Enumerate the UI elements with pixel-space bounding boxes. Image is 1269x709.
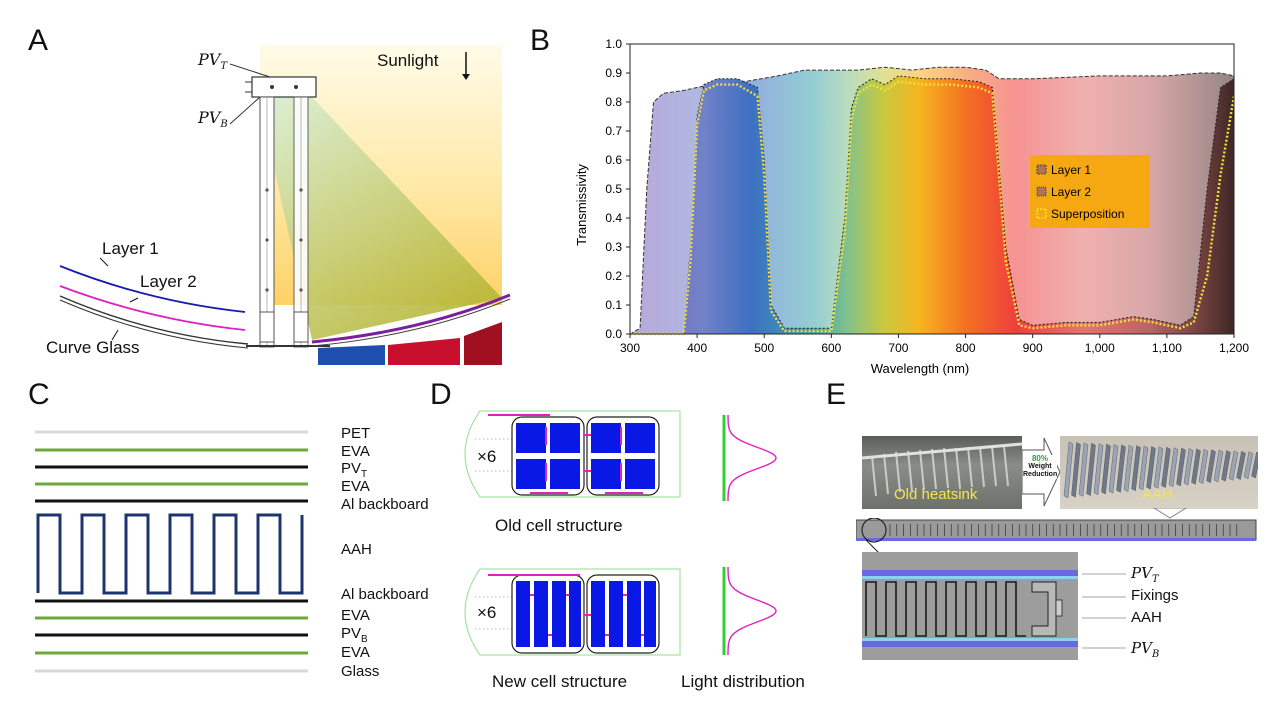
x-tick-label: 800 xyxy=(956,341,976,355)
new-cell-structure xyxy=(464,568,681,656)
lens-dark-red-segment xyxy=(464,322,502,365)
y-tick-label: 1.0 xyxy=(605,37,622,51)
legend-swatch-layer2 xyxy=(1036,186,1047,197)
light-beam xyxy=(258,95,502,340)
y-tick-label: 0.5 xyxy=(605,182,622,196)
old-cell-structure xyxy=(464,410,681,498)
legend-layer1: Layer 1 xyxy=(1051,163,1091,177)
panel-label-d: D xyxy=(430,378,452,411)
fixings-label: Fixings xyxy=(1131,587,1179,604)
light-distribution-curve-bottom xyxy=(727,567,777,655)
legend-layer2: Layer 2 xyxy=(1051,185,1091,199)
x-axis-label: Wavelength (nm) xyxy=(871,361,970,376)
x-tick-label: 1,200 xyxy=(1219,341,1249,355)
old-heatsink-caption: Old heatsink xyxy=(894,486,978,503)
chart-legend: Layer 1 Layer 2 Superposition xyxy=(1030,155,1150,228)
pv-top-label: PVT xyxy=(198,50,227,73)
y-tick-label: 0.9 xyxy=(605,66,622,80)
y-tick-label: 0.0 xyxy=(605,327,622,341)
legend-swatch-superposition xyxy=(1036,208,1047,219)
layer2-curve xyxy=(59,285,246,331)
x-tick-label: 300 xyxy=(620,341,640,355)
x-tick-label: 900 xyxy=(1023,341,1043,355)
layer-al-backboard-1: Al backboard xyxy=(341,496,429,513)
aah-photo xyxy=(1060,436,1258,509)
light-distribution-curve-top xyxy=(727,415,777,501)
layer-pv-t: PVT xyxy=(341,460,368,480)
series-layer2-line xyxy=(630,75,1235,335)
layer-eva-4: EVA xyxy=(341,644,370,661)
sunlight-label: Sunlight xyxy=(377,51,439,70)
old-cell-caption: Old cell structure xyxy=(495,516,623,535)
panel-a-diagram xyxy=(59,45,511,365)
y-tick-label: 0.1 xyxy=(605,298,622,312)
x-tick-label: 500 xyxy=(754,341,774,355)
x-tick-label: 1,100 xyxy=(1152,341,1182,355)
curve-glass-line2 xyxy=(59,299,249,349)
x-tick-label: 600 xyxy=(821,341,841,355)
transmissivity-chart: 300 400 500 600 700 800 900 1,000 1,100 1,200 0.0 0… xyxy=(574,37,1249,376)
layer1-label: Layer 1 xyxy=(102,239,159,258)
lens-red-segment xyxy=(388,338,460,365)
layer-pv-b: PVB xyxy=(341,625,368,645)
pv-b-label-e: PVB xyxy=(1131,639,1160,660)
y-tick-label: 0.6 xyxy=(605,153,622,167)
series-layer1-line xyxy=(629,66,1235,335)
new-cell-caption: New cell structure xyxy=(492,672,628,691)
y-tick-label: 0.8 xyxy=(605,95,622,109)
zoom-circle xyxy=(861,518,887,543)
pv-t-label-e: PVT xyxy=(1131,564,1159,585)
series-layer2-area xyxy=(630,75,1234,335)
layer-eva-2: EVA xyxy=(341,478,370,495)
multiplier-bottom: ×6 xyxy=(477,603,497,622)
aah-cross-section xyxy=(862,552,1078,660)
legend-superposition: Superposition xyxy=(1051,207,1124,221)
panel-label-b: B xyxy=(530,24,551,57)
y-tick-label: 0.3 xyxy=(605,240,622,254)
pv-bottom-label: PVB xyxy=(198,108,228,131)
layer-glass: Glass xyxy=(341,663,380,680)
panel-c-layer-stack xyxy=(35,430,308,673)
panel-d-diagram xyxy=(464,410,777,656)
aah-photo-caption: AAH xyxy=(1142,486,1173,503)
panel-label-e: E xyxy=(826,378,847,411)
aah-strip-overview xyxy=(856,518,1257,543)
layer2-label: Layer 2 xyxy=(140,272,197,291)
y-tick-label: 0.4 xyxy=(605,211,622,225)
old-heatsink-photo xyxy=(862,436,1022,509)
panel-label-c: C xyxy=(28,378,50,411)
y-tick-label: 0.2 xyxy=(605,269,622,283)
pv-receiver xyxy=(251,76,317,98)
x-tick-label: 700 xyxy=(888,341,908,355)
lens-blue-segment xyxy=(318,345,385,365)
layer-eva-3: EVA xyxy=(341,607,370,624)
weight-reduction-badge: 80% Weight Reduction xyxy=(1023,454,1058,479)
y-tick-label: 0.7 xyxy=(605,124,622,138)
aah-label-e: AAH xyxy=(1131,609,1162,626)
panel-label-a: A xyxy=(28,24,49,57)
multiplier-top: ×6 xyxy=(477,447,497,466)
curve-glass-line1 xyxy=(59,295,249,345)
x-tick-label: 1,000 xyxy=(1085,341,1115,355)
curve-glass-label: Curve Glass xyxy=(46,338,140,357)
aah-square-wave xyxy=(36,513,304,595)
y-axis-label: Transmissivity xyxy=(574,164,589,246)
legend-swatch-layer1 xyxy=(1036,164,1047,175)
x-tick-label: 400 xyxy=(687,341,707,355)
layer-aah: AAH xyxy=(341,541,372,558)
series-superposition-line xyxy=(630,80,1236,336)
layer-eva-1: EVA xyxy=(341,443,370,460)
layer-al-backboard-2: Al backboard xyxy=(341,586,429,603)
light-distribution-caption: Light distribution xyxy=(681,672,805,691)
layer-pet: PET xyxy=(341,425,371,442)
layer1-curve xyxy=(59,265,246,313)
